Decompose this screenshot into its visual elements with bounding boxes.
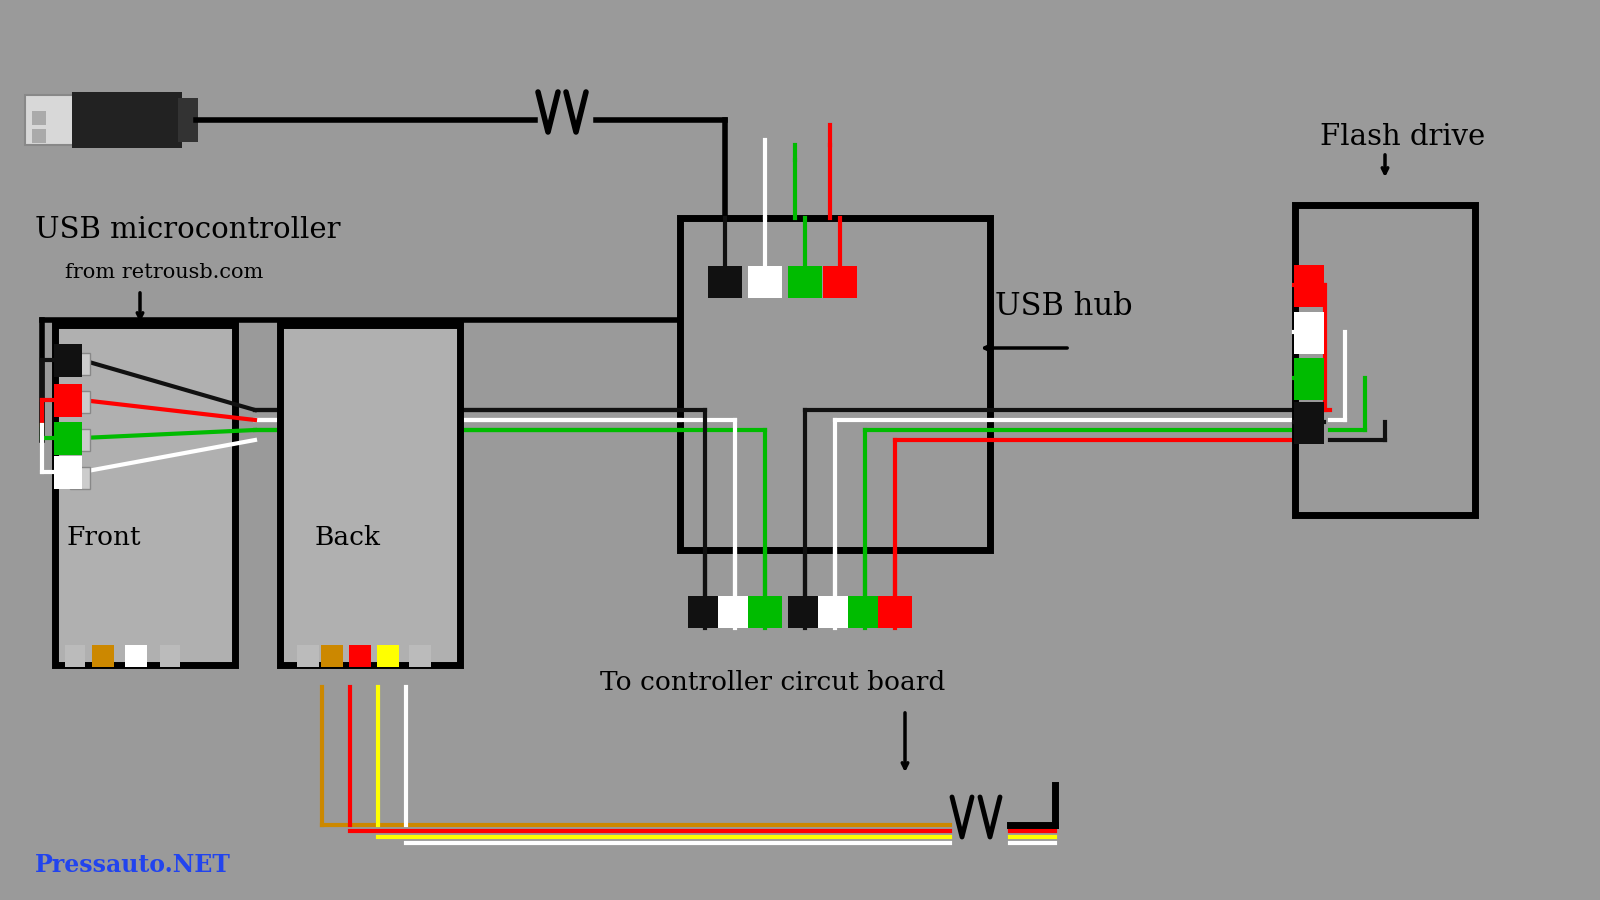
Bar (349, 645, 371, 667)
Bar (66, 645, 85, 667)
Bar (878, 596, 912, 628)
Text: To controller circut board: To controller circut board (600, 670, 946, 695)
Text: USB microcontroller: USB microcontroller (35, 216, 341, 244)
Bar (70, 353, 90, 375)
Bar (789, 596, 822, 628)
Bar (70, 391, 90, 413)
Bar (1294, 402, 1325, 444)
Text: Flash drive: Flash drive (1320, 123, 1485, 151)
Bar (70, 429, 90, 451)
Bar (848, 596, 882, 628)
Bar (789, 266, 822, 298)
Bar (160, 645, 179, 667)
Bar (1294, 205, 1475, 515)
Bar (32, 129, 46, 143)
Bar (32, 111, 46, 125)
Bar (125, 645, 147, 667)
Bar (70, 467, 90, 489)
Text: Front: Front (67, 525, 141, 550)
Bar (688, 596, 722, 628)
Bar (707, 266, 742, 298)
Bar (178, 98, 198, 142)
Bar (718, 596, 752, 628)
Bar (280, 325, 461, 665)
Bar (70, 429, 90, 451)
Bar (54, 422, 82, 455)
Bar (54, 325, 235, 665)
Bar (818, 596, 851, 628)
Bar (1294, 265, 1325, 307)
Bar (822, 266, 858, 298)
Text: Pressauto.NET: Pressauto.NET (35, 853, 230, 877)
Bar (749, 596, 782, 628)
Bar (72, 92, 182, 148)
Bar (749, 266, 782, 298)
Bar (70, 467, 90, 489)
Bar (378, 645, 398, 667)
Bar (1294, 312, 1325, 354)
Text: Back: Back (315, 525, 381, 550)
Bar (680, 218, 990, 550)
Text: from retrousb.com: from retrousb.com (66, 263, 264, 282)
Bar (70, 391, 90, 413)
Bar (322, 645, 342, 667)
Bar (54, 384, 82, 417)
Bar (70, 353, 90, 375)
Bar (26, 95, 77, 145)
Bar (54, 456, 82, 489)
Bar (1294, 358, 1325, 400)
Text: USB hub: USB hub (995, 291, 1133, 322)
Bar (298, 645, 318, 667)
Bar (54, 344, 82, 377)
Bar (93, 645, 114, 667)
Bar (410, 645, 430, 667)
